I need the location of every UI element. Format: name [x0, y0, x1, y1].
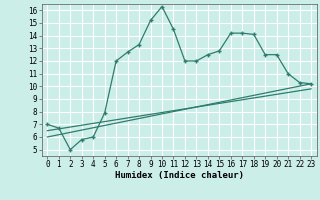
X-axis label: Humidex (Indice chaleur): Humidex (Indice chaleur) [115, 171, 244, 180]
